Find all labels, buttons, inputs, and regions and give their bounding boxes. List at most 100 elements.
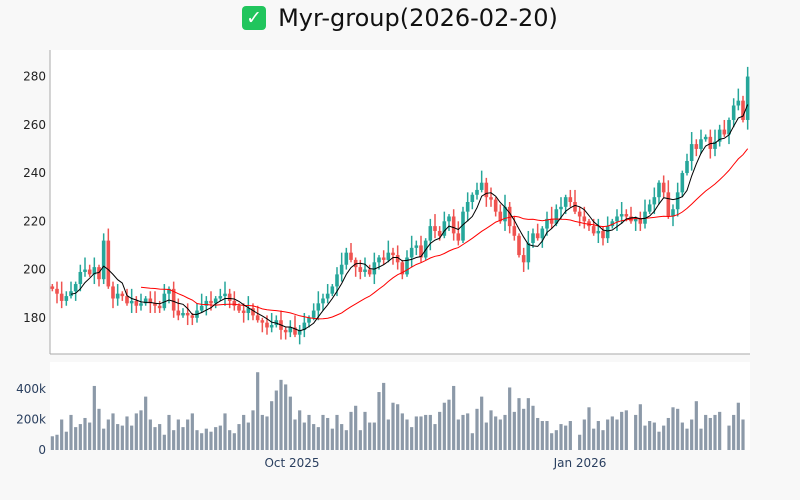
- volume-bar: [176, 419, 180, 450]
- volume-bar: [120, 425, 124, 450]
- volume-bar: [438, 411, 442, 450]
- volume-bar: [288, 396, 292, 450]
- candle: [447, 214, 451, 231]
- volume-bar: [606, 419, 610, 450]
- candle: [73, 281, 78, 301]
- candle: [596, 218, 601, 244]
- candle: [311, 303, 316, 321]
- volume-bar: [148, 419, 152, 450]
- volume-bar: [568, 421, 572, 450]
- candle: [470, 192, 475, 210]
- candle: [465, 192, 470, 222]
- candle: [615, 209, 619, 231]
- candle: [549, 206, 554, 229]
- volume-bar: [433, 424, 437, 450]
- candle: [101, 233, 106, 285]
- candle: [204, 296, 209, 316]
- volume-bar: [624, 410, 628, 450]
- volume-bar: [251, 410, 255, 450]
- candle: [92, 257, 97, 285]
- candle: [162, 284, 167, 311]
- candle: [503, 194, 507, 231]
- candle: [428, 218, 433, 251]
- volume-bar: [643, 425, 647, 450]
- candle: [255, 305, 260, 323]
- candle: [741, 95, 745, 123]
- y-tick-label: 240: [23, 166, 46, 180]
- volume-bar: [442, 402, 446, 450]
- candle: [367, 264, 372, 277]
- candle: [321, 293, 325, 311]
- candle: [153, 291, 157, 313]
- volume-bar: [428, 414, 432, 450]
- volume-bar: [396, 404, 400, 450]
- candle: [297, 325, 302, 345]
- volume-bar: [270, 401, 274, 450]
- volume-bar: [699, 428, 703, 450]
- volume-bar: [190, 413, 194, 450]
- volume-bar: [494, 416, 498, 450]
- candle: [288, 320, 293, 338]
- volume-bar: [382, 382, 386, 450]
- candle: [386, 240, 391, 263]
- candle: [97, 264, 101, 287]
- volume-bar: [209, 431, 213, 450]
- volume-plot-area: [50, 362, 750, 450]
- candle: [451, 209, 456, 241]
- volume-bar: [517, 398, 521, 450]
- volume-bar: [111, 413, 115, 450]
- volume-bar: [736, 402, 740, 450]
- candle: [475, 182, 479, 200]
- volume-bar: [662, 425, 666, 450]
- volume-bar: [237, 424, 241, 450]
- candle: [157, 300, 162, 313]
- volume-bar: [610, 416, 614, 450]
- volume-bar: [153, 427, 157, 450]
- volume-tick-label: 0: [38, 443, 46, 457]
- candle: [573, 189, 577, 215]
- volume-bar: [452, 385, 456, 450]
- volume-bar: [554, 430, 558, 450]
- volume-bar: [64, 431, 68, 450]
- candle: [260, 317, 265, 333]
- chart-title-text: Myr-group(2026-02-20): [278, 4, 558, 32]
- candle: [78, 264, 83, 292]
- volume-bar: [242, 414, 246, 450]
- candle: [83, 257, 87, 277]
- volume-bar: [536, 417, 540, 450]
- candle: [363, 257, 367, 277]
- volume-bar: [69, 414, 73, 450]
- volume-bar: [298, 410, 302, 450]
- candle: [559, 197, 563, 219]
- candle: [652, 187, 657, 215]
- volume-bar: [489, 410, 493, 450]
- volume-bar: [74, 427, 78, 450]
- candle: [694, 139, 699, 157]
- volume-bar: [666, 417, 670, 450]
- candle: [409, 235, 414, 268]
- volume-bar: [405, 419, 409, 450]
- candle: [484, 177, 489, 207]
- volume-bar: [144, 396, 148, 450]
- candle: [181, 308, 185, 318]
- volume-bar: [218, 425, 222, 450]
- volume-bar: [522, 408, 526, 450]
- volume-bar: [106, 419, 110, 450]
- volume-bar: [307, 414, 311, 450]
- candle: [223, 281, 227, 306]
- candle: [129, 288, 134, 313]
- volume-bar: [330, 428, 334, 450]
- candle: [685, 153, 689, 176]
- candle: [689, 132, 694, 171]
- candle: [64, 291, 69, 306]
- volume-bar: [223, 413, 227, 450]
- volume-bar: [358, 430, 362, 450]
- candle: [661, 175, 666, 198]
- x-tick-label: Oct 2025: [264, 456, 319, 470]
- candle: [190, 312, 195, 326]
- volume-bar: [186, 419, 190, 450]
- candle: [442, 211, 447, 239]
- candle: [339, 252, 344, 282]
- candle: [456, 221, 461, 246]
